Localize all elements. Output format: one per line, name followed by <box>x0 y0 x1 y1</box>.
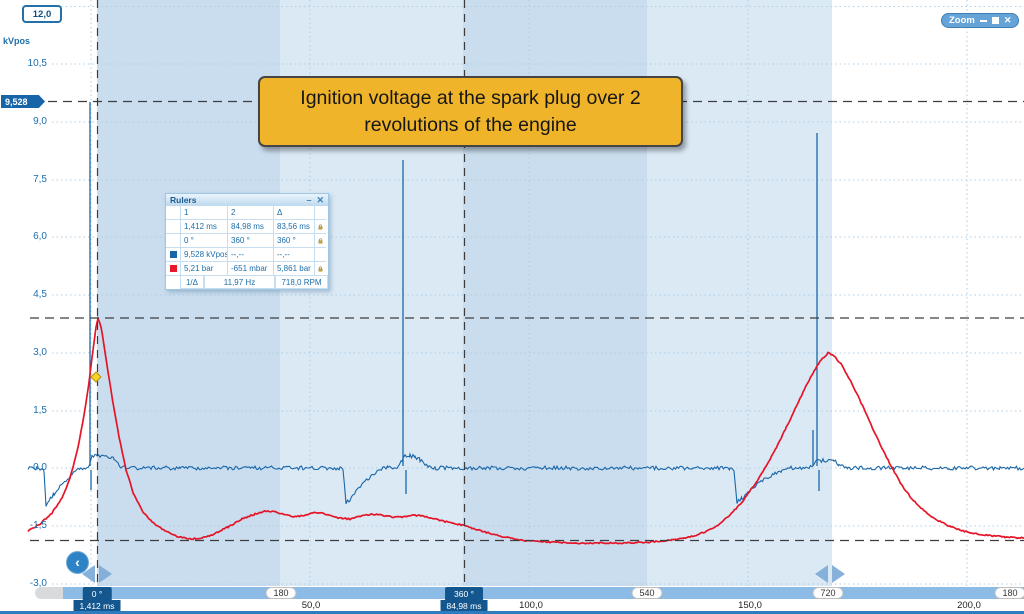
y-range-badge: 12,0 <box>22 5 62 23</box>
y-tick-label: -1,5 <box>29 520 47 531</box>
zoom-minimize-icon[interactable] <box>979 19 987 22</box>
ruler-degree-tooltip: 360 ° <box>445 587 483 600</box>
y-tick-label: -0,0 <box>29 462 47 473</box>
rpm-value: 718,0 RPM <box>275 276 328 289</box>
ruler-value-cell: 83,56 ms <box>273 219 314 233</box>
degree-pill: 180 <box>994 587 1024 599</box>
rulers-close-icon[interactable]: ✕ <box>316 194 324 205</box>
y-tick-label: 7,5 <box>33 174 47 185</box>
y-tick-label: 3,0 <box>33 347 47 358</box>
channel-swatch-cell <box>166 261 180 275</box>
rulers-col-header: Δ <box>273 206 314 219</box>
ruler-drag-handle-right[interactable] <box>99 565 112 583</box>
y-tick-label: 9,0 <box>33 116 47 127</box>
ruler-value-cell: 1,412 ms <box>180 219 227 233</box>
ruler-value-cell: 5,21 bar <box>180 261 227 275</box>
rulers-panel[interactable]: Rulers – ✕ 1 2 Δ 1,412 ms 84,98 ms 83,56 ms 0 … <box>165 193 329 290</box>
ignition-voltage-trace <box>27 451 1024 507</box>
ruler-drag-handle-right[interactable] <box>832 565 845 583</box>
rulers-col-header <box>314 206 326 219</box>
lock-icon[interactable] <box>318 222 323 232</box>
y-tick-label: -3,0 <box>29 578 47 589</box>
time-axis-label: 50,0 <box>301 600 321 611</box>
annotation-text: Ignition voltage at the spark plug over … <box>300 86 641 136</box>
zoom-overlay-control[interactable]: Zoom ✕ <box>941 13 1020 28</box>
degree-pill: 180 <box>265 587 297 599</box>
channel-swatch-cell <box>166 219 180 233</box>
trace-marker-diamond[interactable] <box>90 371 102 383</box>
timebase-scrollbar-range[interactable] <box>63 587 1024 599</box>
y-tick-label: 1,5 <box>33 405 47 416</box>
ruler-time-tooltip: 1,412 ms <box>73 600 121 612</box>
rulers-titlebar[interactable]: Rulers – ✕ <box>166 194 328 206</box>
lock-cell[interactable] <box>314 233 326 247</box>
ruler-degree-tooltip: 0 ° <box>82 587 112 600</box>
lock-cell[interactable] <box>314 261 326 275</box>
rulers-col-header: 2 <box>227 206 273 219</box>
ruler-value-cell: --,-- <box>273 247 314 261</box>
ruler-value-cell: 0 ° <box>180 233 227 247</box>
window-bottom-edge <box>0 611 1024 614</box>
ruler-value-cell: 84,98 ms <box>227 219 273 233</box>
time-axis-label: 150,0 <box>738 600 762 611</box>
lock-icon[interactable] <box>318 236 323 246</box>
channel-color-swatch <box>169 251 177 258</box>
rulers-title: Rulers <box>170 195 197 205</box>
lock-icon[interactable] <box>318 264 323 274</box>
ruler-time-tooltip: 84,98 ms <box>440 600 488 612</box>
frequency-value: 11,97 Hz <box>204 276 275 289</box>
lock-cell <box>314 247 326 261</box>
lock-cell[interactable] <box>314 219 326 233</box>
y-tick-label: 10,5 <box>27 58 47 69</box>
y-axis-unit: kVpos <box>3 36 31 46</box>
scroll-back-button[interactable]: ‹ <box>66 551 89 574</box>
degree-pill: 540 <box>631 587 663 599</box>
channel-swatch-cell <box>166 233 180 247</box>
rulers-col-header <box>166 206 180 219</box>
one-over-delta-label: 1/Δ <box>180 276 204 289</box>
ruler-drag-handle-left[interactable] <box>815 565 828 583</box>
ruler-value-cell: 360 ° <box>273 233 314 247</box>
voltage-ruler-handle[interactable]: 9,528 <box>1 95 45 108</box>
ruler-value-cell: --,-- <box>227 247 273 261</box>
ruler-value-cell: 5,861 bar <box>273 261 314 275</box>
rulers-minimize-icon[interactable]: – <box>306 194 312 205</box>
zoom-close-icon[interactable]: ✕ <box>1003 15 1012 25</box>
degree-pill: 720 <box>812 587 844 599</box>
revolution-band <box>97 0 280 586</box>
y-tick-label: 4,5 <box>33 289 47 300</box>
ruler-value-cell: 360 ° <box>227 233 273 247</box>
rulers-table: 1 2 Δ 1,412 ms 84,98 ms 83,56 ms 0 ° 360 ° 360 °… <box>166 206 328 275</box>
zoom-label: Zoom <box>949 14 975 26</box>
rulers-footer: 1/Δ 11,97 Hz 718,0 RPM <box>166 275 328 289</box>
ruler-value-cell: -651 mbar <box>227 261 273 275</box>
time-axis-label: 100,0 <box>519 600 543 611</box>
y-tick-label: 6,0 <box>33 231 47 242</box>
rulers-col-header: 1 <box>180 206 227 219</box>
zoom-maximize-icon[interactable] <box>991 17 999 24</box>
annotation-note[interactable]: Ignition voltage at the spark plug over … <box>258 76 683 147</box>
time-axis-label: 200,0 <box>957 600 981 611</box>
ruler-value-cell: 9,528 kVpos <box>180 247 227 261</box>
channel-swatch-cell <box>166 247 180 261</box>
channel-color-swatch <box>169 265 177 272</box>
